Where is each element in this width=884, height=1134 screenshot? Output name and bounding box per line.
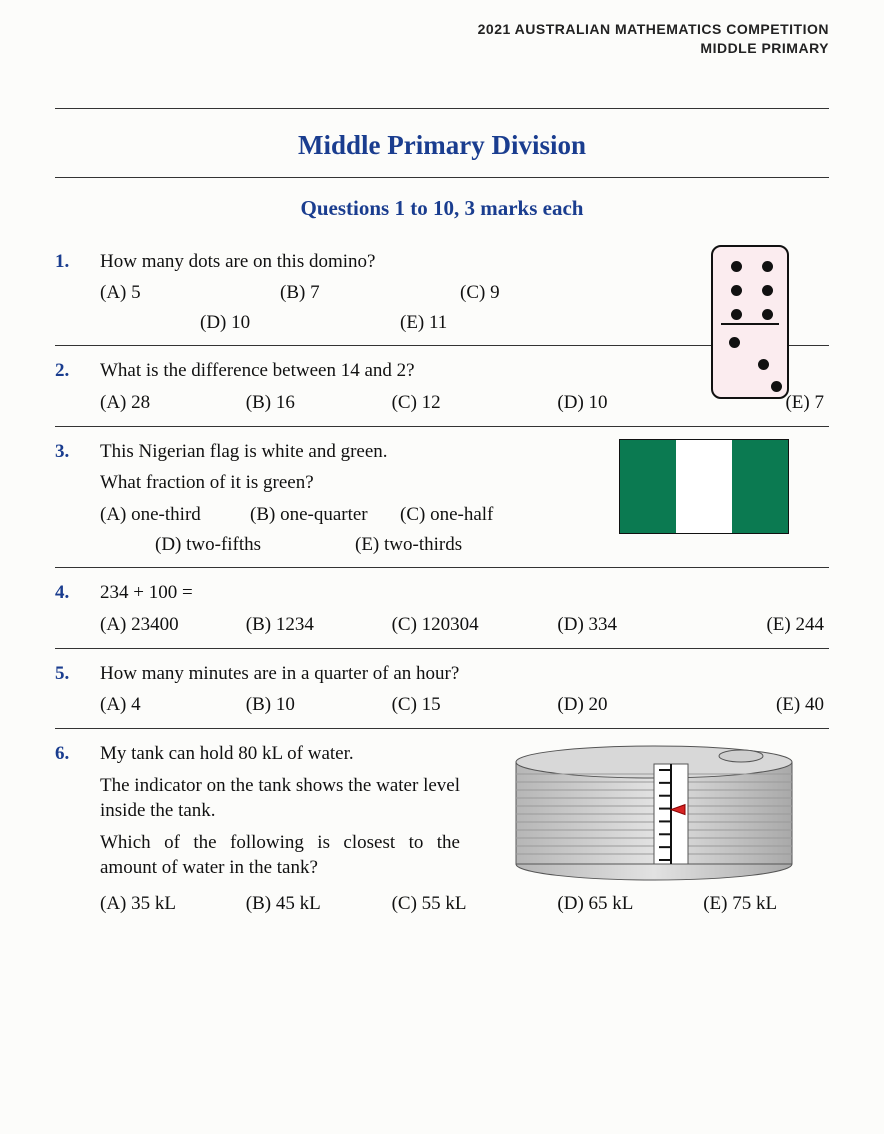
option-c: (C) 12 <box>392 390 538 416</box>
option-b: (B) 45 kL <box>246 891 392 917</box>
option-c: (C) 55 kL <box>392 891 538 917</box>
option-a: (A) one-third <box>100 502 250 528</box>
option-c: (C) 120304 <box>392 612 538 638</box>
question-number: 6. <box>55 741 100 917</box>
question-text-line3: Which of the following is closest to the… <box>100 830 460 881</box>
option-a: (A) 5 <box>100 280 280 306</box>
option-b: (B) 1234 <box>246 612 392 638</box>
page-header: 2021 AUSTRALIAN MATHEMATICS COMPETITION … <box>55 20 829 58</box>
option-d: (D) 10 <box>200 310 400 336</box>
option-e: (E) 11 <box>400 310 550 336</box>
question-6: 6. My tank can hold 80 kL of water. The … <box>55 729 829 927</box>
question-number: 5. <box>55 661 100 718</box>
flag-icon <box>619 439 789 534</box>
option-a: (A) 35 kL <box>100 891 246 917</box>
question-3: 3. This Nigerian flag is white and green… <box>55 427 829 569</box>
option-d: (D) 334 <box>537 612 683 638</box>
option-d: (D) 65 kL <box>537 891 683 917</box>
question-text: 234 + 100 = <box>100 580 829 606</box>
question-text: What is the difference between 14 and 2? <box>100 358 829 384</box>
question-number: 3. <box>55 439 100 558</box>
question-1: 1. How many dots are on this domino? (A)… <box>55 237 829 347</box>
option-b: (B) one-quarter <box>250 502 400 528</box>
option-a: (A) 4 <box>100 692 246 718</box>
option-c: (C) 15 <box>392 692 538 718</box>
option-d: (D) 10 <box>537 390 683 416</box>
question-number: 2. <box>55 358 100 415</box>
option-a: (A) 23400 <box>100 612 246 638</box>
question-5: 5. How many minutes are in a quarter of … <box>55 649 829 729</box>
option-b: (B) 16 <box>246 390 392 416</box>
question-2: 2. What is the difference between 14 and… <box>55 346 829 426</box>
option-e: (E) 7 <box>683 390 829 416</box>
question-text-line1: My tank can hold 80 kL of water. <box>100 741 460 767</box>
option-d: (D) 20 <box>537 692 683 718</box>
option-e: (E) two-thirds <box>355 532 462 558</box>
option-e: (E) 75 kL <box>683 891 829 917</box>
question-text: How many minutes are in a quarter of an … <box>100 661 829 687</box>
question-number: 1. <box>55 249 100 336</box>
header-line-1: 2021 AUSTRALIAN MATHEMATICS COMPETITION <box>55 20 829 39</box>
option-a: (A) 28 <box>100 390 246 416</box>
option-b: (B) 10 <box>246 692 392 718</box>
option-b: (B) 7 <box>280 280 460 306</box>
option-c: (C) one-half <box>400 502 550 528</box>
question-text-line2: The indicator on the tank shows the wate… <box>100 773 460 824</box>
option-e: (E) 244 <box>683 612 829 638</box>
header-line-2: MIDDLE PRIMARY <box>55 39 829 58</box>
page-title: Middle Primary Division <box>55 109 829 177</box>
tank-icon <box>509 734 799 892</box>
option-e: (E) 40 <box>683 692 829 718</box>
option-d: (D) two-fifths <box>155 532 355 558</box>
option-c: (C) 9 <box>460 280 600 306</box>
section-subtitle: Questions 1 to 10, 3 marks each <box>55 178 829 236</box>
question-4: 4. 234 + 100 = (A) 23400 (B) 1234 (C) 12… <box>55 568 829 648</box>
question-number: 4. <box>55 580 100 637</box>
